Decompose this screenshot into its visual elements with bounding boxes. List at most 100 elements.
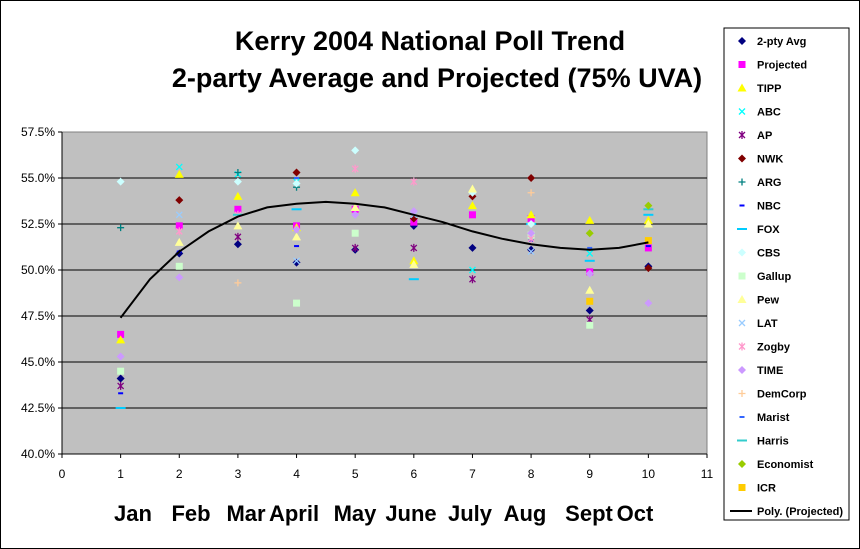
point-projected (468, 211, 476, 219)
legend-swatch-abc (738, 108, 746, 115)
point-nbc (645, 245, 651, 248)
point-2-pty-avg (292, 258, 301, 267)
x-tick-label: 10 (642, 467, 656, 481)
point-tipp (174, 169, 184, 178)
x-tick-label: 5 (352, 467, 359, 481)
point-nbc (294, 245, 300, 248)
point-pew (174, 237, 184, 246)
point-tipp (116, 335, 126, 344)
x-tick-label: 8 (528, 467, 535, 481)
point-lat (293, 257, 301, 265)
x-tick-label: 1 (117, 467, 124, 481)
legend-swatch-pew (737, 295, 747, 303)
point-gallup (586, 321, 594, 329)
legend-label-marist: Marist (757, 412, 790, 424)
trendline-poly-projected (119, 200, 649, 319)
x-tick-label: 3 (235, 467, 242, 481)
point-tipp (585, 215, 595, 224)
point-2-pty-avg (468, 243, 477, 252)
point-tipp (233, 191, 243, 200)
legend-swatch-time (738, 366, 746, 374)
point-nwk (644, 264, 653, 273)
point-time (116, 352, 125, 361)
month-label: Oct (617, 501, 654, 526)
gridlines (62, 177, 707, 409)
legend-label-poly-projected: Poly. (Projected) (757, 506, 843, 518)
point-nbc (118, 392, 124, 395)
point-fox (291, 208, 302, 211)
point-nwk (527, 174, 536, 182)
legend-swatch-nwk (738, 154, 746, 163)
legend-swatch-harris (737, 439, 747, 442)
point-demcorp (234, 279, 242, 287)
chart-title: Kerry 2004 National Poll Trend (235, 26, 625, 56)
point-abc (175, 163, 183, 171)
point-pew (585, 285, 595, 294)
point-projected (644, 244, 652, 252)
legend-swatch-nbc (739, 204, 745, 207)
point-projected (527, 214, 535, 222)
chart-subtitle: 2-party Average and Projected (75% UVA) (172, 63, 702, 93)
legend-swatch-ap (738, 131, 746, 139)
y-tick-label: 52.5% (21, 217, 55, 231)
legend-swatch-gallup (738, 272, 746, 280)
point-time (292, 225, 301, 234)
legend-label-cbs: CBS (757, 248, 780, 260)
point-time (585, 269, 594, 278)
legend-swatch-tipp (737, 83, 747, 92)
point-marist (587, 246, 593, 249)
point-gallup (117, 367, 125, 375)
month-labels: Jan Feb Mar April May June July Aug Sept Oct (114, 501, 654, 526)
legend-swatch-fox (737, 228, 747, 230)
data-marks (115, 146, 654, 409)
point-lat (527, 248, 535, 256)
legend-swatch-projected (738, 61, 746, 68)
y-tick-label: 57.5% (21, 125, 55, 139)
point-icr (586, 297, 594, 305)
legend-swatch-icr (738, 484, 746, 491)
point-icr (644, 237, 652, 245)
point-2-pty-avg (585, 306, 594, 315)
legend-label-harris: Harris (757, 436, 789, 448)
legend-swatch-lat (738, 319, 746, 327)
y-tick-label: 55.0% (21, 171, 55, 185)
point-abc (586, 249, 594, 257)
x-tick-label: 6 (410, 467, 417, 481)
x-tick-label: 0 (59, 467, 66, 481)
point-2-pty-avg (527, 245, 536, 254)
point-harris (232, 213, 243, 216)
point-cbs (116, 177, 125, 186)
point-gallup (293, 299, 301, 307)
month-label: June (385, 501, 436, 526)
x-tick-label: 7 (469, 467, 476, 481)
point-pew (467, 184, 477, 193)
point-gallup (351, 229, 359, 237)
legend-label-economist: Economist (757, 459, 814, 471)
month-label: Sept (565, 501, 613, 526)
y-tick-label: 42.5% (21, 401, 55, 415)
month-label: Aug (504, 501, 547, 526)
legend-label-nwk: NWK (757, 154, 783, 166)
point-tipp (526, 210, 536, 219)
legend-label-fox: FOX (757, 224, 780, 236)
point-projected (175, 222, 183, 230)
legend-label-projected: Projected (757, 60, 807, 72)
point-projected (234, 205, 242, 213)
legend-swatch-economist (738, 460, 746, 468)
y-tick-label: 45.0% (21, 355, 55, 369)
point-cbs (292, 179, 301, 188)
point-arg (234, 168, 242, 176)
point-ap (410, 243, 418, 252)
point-fox (643, 213, 654, 216)
point-tipp (350, 188, 360, 197)
point-pew (292, 232, 302, 241)
point-arg (117, 224, 125, 232)
legend-swatch-marist (739, 416, 745, 418)
x-tick-label: 4 (293, 467, 300, 481)
legend-swatch-2-pty-avg (738, 37, 746, 45)
point-demcorp (527, 189, 535, 197)
legend-swatch-arg (738, 178, 746, 186)
x-tick-label: 9 (586, 467, 593, 481)
point-economist (644, 201, 653, 210)
